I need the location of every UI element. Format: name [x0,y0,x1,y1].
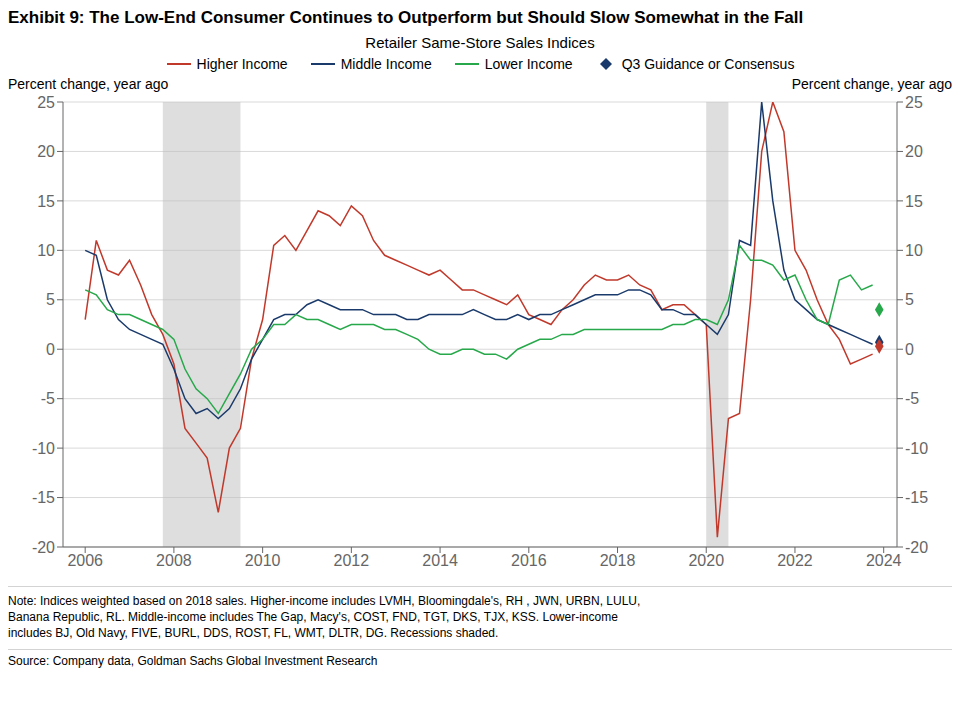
svg-text:2024: 2024 [866,553,902,570]
html-text:includes BJ, Old Navy, FIVE, B: includes BJ, Old Navy, FIVE, BURL, DDS, … [8,626,499,641]
html-text:Source: Company data, Goldman: Source: Company data, Goldman Sachs Glob… [8,654,378,669]
svg-text:10: 10 [905,242,923,259]
svg-text:2022: 2022 [777,553,813,570]
html-text:Percent change, year ago: Percent change, year ago [791,76,952,93]
html-text:Exhibit 9: The Low-End Consume: Exhibit 9: The Low-End Consumer Continue… [8,8,804,27]
svg-text:2018: 2018 [600,553,636,570]
html-text:Higher Income: Higher Income [196,56,288,73]
html-text:Retailer Same-Store Sales Indi: Retailer Same-Store Sales Indices [365,34,595,51]
svg-text:25: 25 [905,94,923,111]
svg-text:-20: -20 [32,539,55,556]
svg-text:2016: 2016 [511,553,547,570]
svg-text:5: 5 [46,292,55,309]
svg-text:25: 25 [37,94,55,111]
html-text:Lower Income: Lower Income [484,56,573,73]
svg-text:2006: 2006 [67,553,103,570]
html-text:Percent change, year ago: Percent change, year ago [8,76,169,93]
svg-text:2014: 2014 [422,553,458,570]
svg-text:-5: -5 [41,391,55,408]
svg-text:5: 5 [905,292,914,309]
svg-text:2010: 2010 [245,553,281,570]
svg-text:-20: -20 [905,539,928,556]
html-text:Q3 Guidance or Consensus: Q3 Guidance or Consensus [621,56,795,73]
svg-text:2008: 2008 [156,553,192,570]
svg-text:-15: -15 [32,490,55,507]
svg-text:20: 20 [905,143,923,160]
svg-text:2020: 2020 [688,553,724,570]
svg-text:10: 10 [37,242,55,259]
svg-text:20: 20 [37,143,55,160]
svg-text:15: 15 [37,193,55,210]
svg-text:-10: -10 [32,440,55,457]
svg-text:-5: -5 [905,391,919,408]
svg-text:-10: -10 [905,440,928,457]
html-text:Middle Income: Middle Income [340,56,432,73]
html-text:Banana Republic, RL. Middle-in: Banana Republic, RL. Middle-income inclu… [8,610,618,625]
html-text:Note: Indices weighted based o: Note: Indices weighted based on 2018 sal… [8,594,641,609]
svg-text:-15: -15 [905,490,928,507]
svg-text:0: 0 [905,341,914,358]
svg-text:2012: 2012 [334,553,370,570]
svg-text:0: 0 [46,341,55,358]
svg-text:15: 15 [905,193,923,210]
